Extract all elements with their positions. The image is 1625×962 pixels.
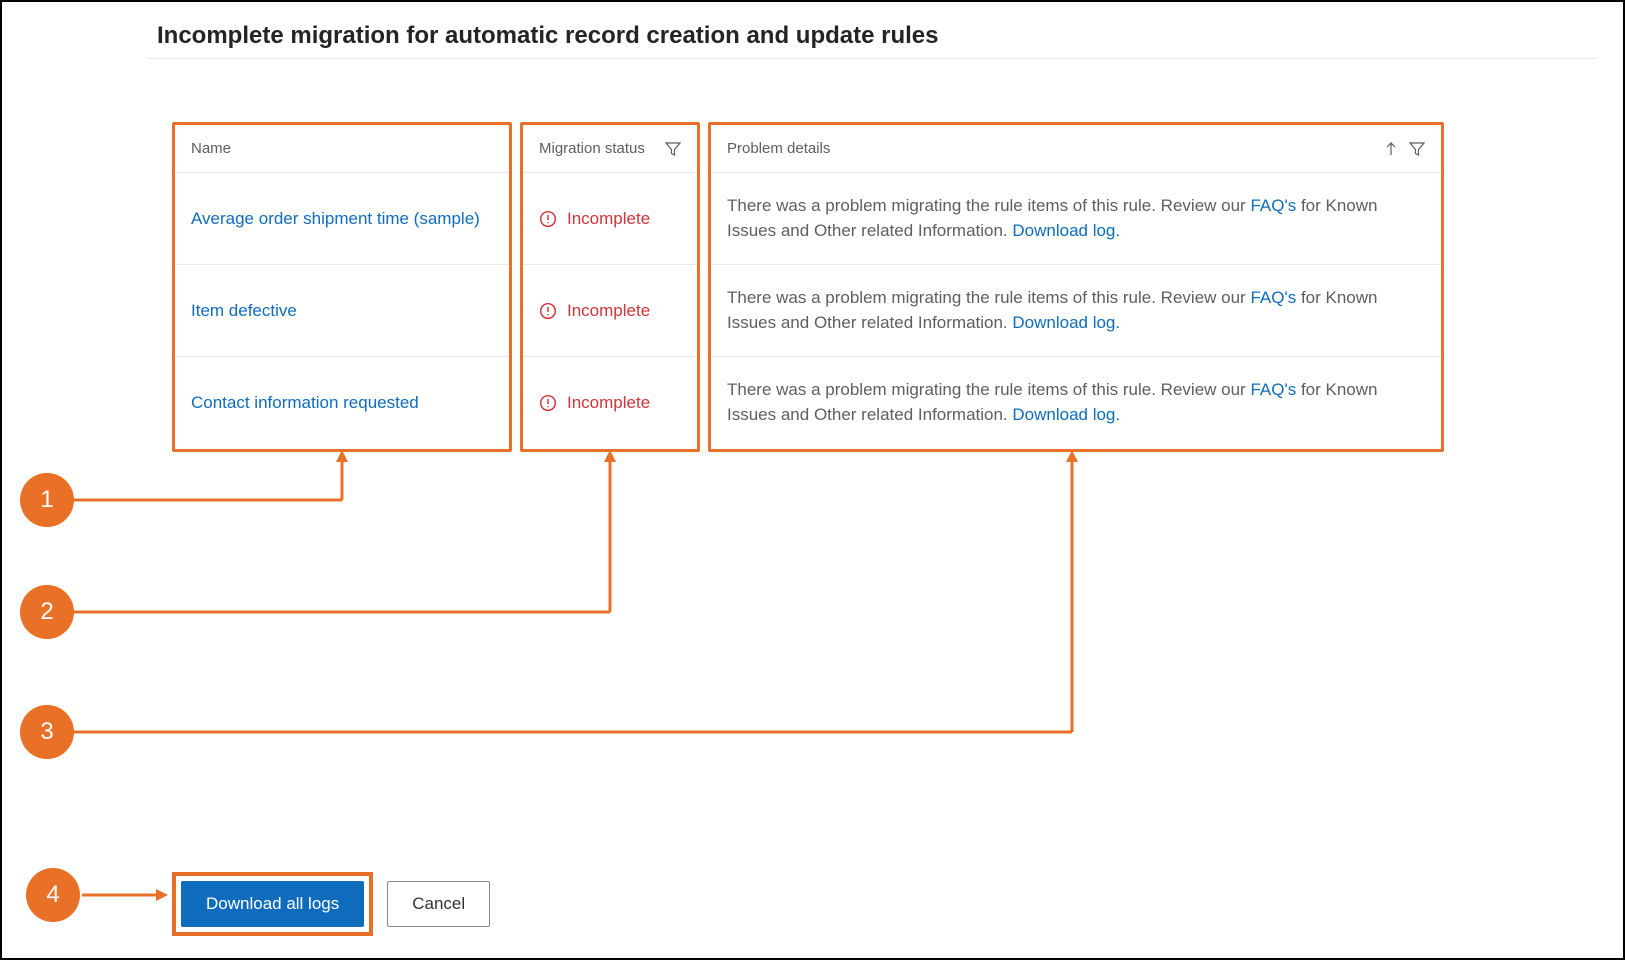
table-row: Average order shipment time (sample) xyxy=(175,173,509,265)
problem-detail: There was a problem migrating the rule i… xyxy=(727,274,1425,347)
table-row: Incomplete xyxy=(523,357,697,449)
download-log-link[interactable]: Download log. xyxy=(1012,313,1120,332)
status-text: Incomplete xyxy=(567,301,650,321)
error-icon xyxy=(539,302,557,320)
download-log-link[interactable]: Download log. xyxy=(1012,405,1120,424)
table-row: Item defective xyxy=(175,265,509,357)
callout-bubble-2: 2 xyxy=(20,585,74,639)
download-log-link[interactable]: Download log. xyxy=(1012,221,1120,240)
filter-icon[interactable] xyxy=(1409,141,1425,157)
rule-link[interactable]: Average order shipment time (sample) xyxy=(191,209,480,229)
table-row: There was a problem migrating the rule i… xyxy=(711,265,1441,357)
problem-detail: There was a problem migrating the rule i… xyxy=(727,366,1425,439)
column-detail: Problem details There was a problem migr… xyxy=(708,122,1444,452)
table-row: There was a problem migrating the rule i… xyxy=(711,173,1441,265)
table-row: There was a problem migrating the rule i… xyxy=(711,357,1441,449)
title-divider xyxy=(147,58,1597,59)
error-icon xyxy=(539,394,557,412)
callout-bubble-3: 3 xyxy=(20,705,74,759)
faq-link[interactable]: FAQ's xyxy=(1250,196,1296,215)
callout-frame-4: Download all logs xyxy=(172,872,373,936)
table-row: Incomplete xyxy=(523,265,697,357)
status-text: Incomplete xyxy=(567,393,650,413)
faq-link[interactable]: FAQ's xyxy=(1250,288,1296,307)
column-name: Name Average order shipment time (sample… xyxy=(172,122,512,452)
cancel-button[interactable]: Cancel xyxy=(387,881,490,927)
callout-bubble-4: 4 xyxy=(26,868,80,922)
error-icon xyxy=(539,210,557,228)
callout-bubble-1: 1 xyxy=(20,473,74,527)
filter-icon[interactable] xyxy=(665,141,681,157)
column-header-status[interactable]: Migration status xyxy=(523,125,697,173)
column-status: Migration status Incomplete Incomplete xyxy=(520,122,700,452)
table-row: Incomplete xyxy=(523,173,697,265)
column-header-name-label: Name xyxy=(191,140,231,157)
problem-detail: There was a problem migrating the rule i… xyxy=(727,182,1425,255)
page-title: Incomplete migration for automatic recor… xyxy=(157,22,1623,50)
rule-link[interactable]: Item defective xyxy=(191,301,297,321)
column-header-detail[interactable]: Problem details xyxy=(711,125,1441,173)
column-header-status-label: Migration status xyxy=(539,140,645,157)
faq-link[interactable]: FAQ's xyxy=(1250,380,1296,399)
download-all-logs-button[interactable]: Download all logs xyxy=(181,881,364,927)
sort-icon[interactable] xyxy=(1383,141,1399,157)
rule-link[interactable]: Contact information requested xyxy=(191,393,419,413)
status-text: Incomplete xyxy=(567,209,650,229)
column-header-detail-label: Problem details xyxy=(727,140,830,157)
dialog-button-row: Download all logs Cancel xyxy=(172,872,490,936)
migration-grid: Name Average order shipment time (sample… xyxy=(172,122,1452,452)
table-row: Contact information requested xyxy=(175,357,509,449)
column-header-name[interactable]: Name xyxy=(175,125,509,173)
